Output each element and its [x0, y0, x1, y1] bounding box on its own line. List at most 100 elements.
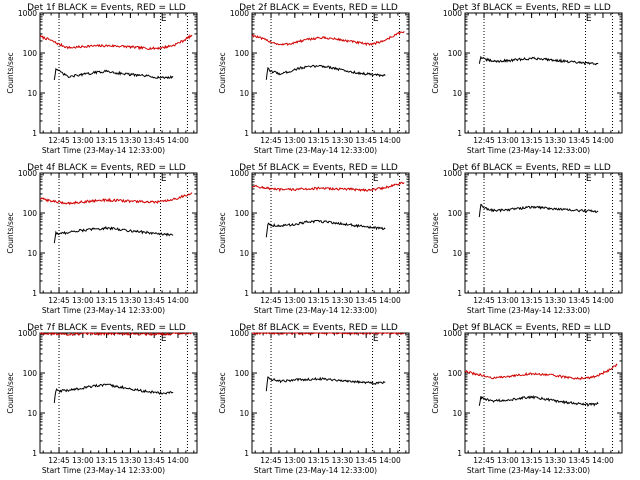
x-axis-label: Start Time (23-May-14 12:33:00) — [42, 146, 165, 155]
y-tick-label: 1000 — [18, 169, 37, 178]
y-tick-label: 10 — [452, 89, 462, 98]
y-tick-label: 1000 — [18, 9, 37, 18]
y-tick-label: 10 — [452, 249, 462, 258]
x-tick-label: 13:00 — [284, 456, 306, 465]
y-tick-label: 1 — [244, 129, 249, 138]
x-tick-label: 13:30 — [120, 136, 142, 145]
x-axis-label: Start Time (23-May-14 12:33:00) — [42, 306, 165, 315]
eclipse-marker-label: E — [161, 14, 167, 24]
x-tick-label: 13:00 — [72, 296, 94, 305]
y-axis-label: Counts/sec — [218, 52, 227, 93]
plot-frame — [251, 332, 410, 454]
x-tick-label: 13:30 — [332, 456, 354, 465]
x-tick-label: 13:45 — [568, 136, 590, 145]
y-axis-label: Counts/sec — [218, 372, 227, 413]
x-tick-label: 13:00 — [72, 136, 94, 145]
y-tick-label: 100 — [23, 209, 38, 218]
plot-frame — [39, 332, 198, 454]
eclipse-marker-label: E — [373, 334, 379, 344]
x-tick-label: 14:00 — [167, 456, 189, 465]
x-tick-label: 13:45 — [355, 136, 377, 145]
y-tick-label: 10 — [27, 89, 37, 98]
y-tick-label: 1 — [244, 449, 249, 458]
y-tick-label: 10 — [239, 409, 249, 418]
x-tick-label: 13:45 — [568, 456, 590, 465]
x-tick-label: 13:45 — [143, 296, 165, 305]
events-series-line — [478, 395, 599, 407]
y-tick-label: 10 — [239, 249, 249, 258]
eclipse-marker-label: E — [373, 174, 379, 184]
y-tick-label: 100 — [235, 209, 250, 218]
x-axis-label: Start Time (23-May-14 12:33:00) — [254, 306, 377, 315]
events-series-line — [265, 376, 386, 392]
chart-panel-4: Det 4f BLACK = Events, RED = LLD 1 10 100 10… — [6, 163, 198, 315]
y-tick-label: 10 — [27, 409, 37, 418]
y-axis-label: Counts/sec — [6, 52, 15, 93]
x-tick-label: 14:00 — [379, 136, 401, 145]
plot-frame — [464, 332, 623, 454]
events-series-line — [53, 225, 174, 244]
y-tick-label: 100 — [448, 49, 463, 58]
x-tick-label: 13:45 — [143, 136, 165, 145]
x-tick-label: 13:30 — [545, 296, 567, 305]
chart-title: Det 5f BLACK = Events, RED = LLD — [239, 163, 398, 173]
y-tick-label: 100 — [23, 49, 38, 58]
events-series-line — [265, 64, 386, 80]
x-tick-label: 14:00 — [379, 296, 401, 305]
y-tick-label: 100 — [23, 369, 38, 378]
x-tick-label: 12:45 — [48, 296, 70, 305]
plot-frame — [251, 12, 410, 134]
x-tick-label: 14:00 — [592, 456, 614, 465]
x-tick-label: 13:30 — [120, 296, 142, 305]
lld-series-line — [39, 331, 193, 337]
y-axis-label: Counts/sec — [431, 52, 440, 93]
y-tick-label: 1000 — [443, 169, 462, 178]
x-tick-label: 13:30 — [545, 136, 567, 145]
y-tick-label: 100 — [448, 369, 463, 378]
x-tick-label: 12:45 — [260, 296, 282, 305]
eclipse-marker-label: E — [373, 14, 379, 24]
eclipse-marker-label: E — [586, 334, 592, 344]
y-tick-label: 10 — [452, 409, 462, 418]
events-series-line — [265, 219, 386, 238]
lld-series-line — [464, 363, 618, 381]
lld-series-line — [39, 34, 193, 51]
eclipse-marker-label: E — [586, 14, 592, 24]
y-tick-label: 1000 — [443, 9, 462, 18]
y-tick-label: 1 — [32, 449, 37, 458]
chart-title: Det 8f BLACK = Events, RED = LLD — [239, 323, 398, 333]
plot-frame — [39, 172, 198, 294]
events-series-line — [53, 67, 174, 80]
x-tick-label: 13:00 — [497, 136, 519, 145]
y-axis-label: Counts/sec — [218, 212, 227, 253]
chart-panel-6: Det 6f BLACK = Events, RED = LLD 1 10 100 10… — [431, 163, 623, 315]
events-series-line — [53, 383, 174, 403]
chart-title: Det 7f BLACK = Events, RED = LLD — [27, 323, 186, 333]
x-tick-label: 12:45 — [473, 136, 495, 145]
x-tick-label: 13:15 — [521, 296, 543, 305]
x-tick-label: 13:30 — [545, 456, 567, 465]
lld-series-line — [251, 181, 405, 193]
x-tick-label: 13:15 — [96, 456, 118, 465]
x-tick-label: 13:15 — [96, 296, 118, 305]
y-tick-label: 1000 — [230, 169, 249, 178]
x-tick-label: 14:00 — [167, 296, 189, 305]
chart-panel-2: Det 2f BLACK = Events, RED = LLD 1 10 100 10… — [218, 3, 410, 155]
plot-frame — [251, 172, 410, 294]
plot-frame — [39, 12, 198, 134]
y-tick-label: 10 — [27, 249, 37, 258]
x-axis-label: Start Time (23-May-14 12:33:00) — [467, 146, 590, 155]
y-tick-label: 1000 — [18, 329, 37, 338]
events-series-line — [478, 203, 599, 218]
chart-title: Det 6f BLACK = Events, RED = LLD — [452, 163, 611, 173]
x-tick-label: 13:15 — [308, 136, 330, 145]
y-tick-label: 1 — [457, 449, 462, 458]
y-axis-label: Counts/sec — [6, 372, 15, 413]
chart-panel-3: Det 3f BLACK = Events, RED = LLD 1 10 100 10… — [431, 3, 623, 155]
y-tick-label: 1000 — [230, 329, 249, 338]
x-tick-label: 14:00 — [592, 136, 614, 145]
plot-frame — [464, 172, 623, 294]
x-axis-label: Start Time (23-May-14 12:33:00) — [467, 306, 590, 315]
x-axis-label: Start Time (23-May-14 12:33:00) — [42, 466, 165, 475]
